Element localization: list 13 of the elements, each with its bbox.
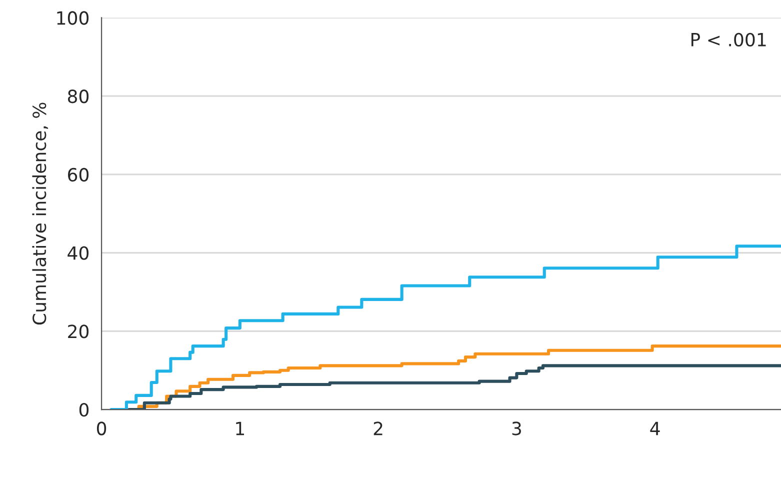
y-tick-label: 80 — [68, 90, 89, 104]
x-tick-label: 3 — [512, 422, 521, 436]
y-tick-label: 100 — [57, 11, 89, 25]
x-tick-label: 1 — [236, 422, 244, 436]
y-tick-label: 0 — [79, 403, 89, 417]
x-tick-label: 4 — [650, 422, 660, 436]
y-tick-label: 20 — [68, 324, 89, 338]
y-tick-label: 40 — [68, 246, 89, 260]
x-tick-label: 2 — [374, 422, 382, 436]
x-tick-label: 0 — [96, 422, 106, 436]
annotation: P < .001 — [691, 32, 766, 46]
y-axis-title: Cumulative incidence, % — [32, 102, 48, 325]
y-tick-label: 60 — [68, 168, 89, 182]
